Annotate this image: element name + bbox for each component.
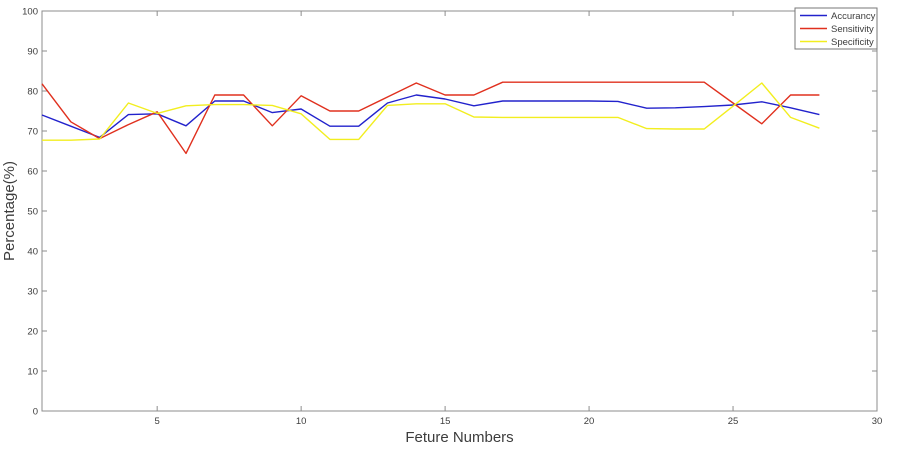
legend-label-accurancy: Accurancy — [831, 11, 876, 22]
y-tick-label: 50 — [27, 207, 38, 218]
legend: Accurancy Sensitivity Specificity — [794, 7, 878, 50]
y-tick-label: 40 — [27, 247, 38, 258]
x-tick-label: 15 — [440, 416, 451, 427]
y-tick-label: 70 — [27, 127, 38, 138]
y-tick-label: 0 — [33, 407, 38, 418]
plot-box — [41, 10, 878, 412]
x-axis-label: Feture Numbers — [405, 429, 513, 446]
x-tick-label: 5 — [155, 416, 160, 427]
y-tick-label: 80 — [27, 87, 38, 98]
legend-label-sensitivity: Sensitivity — [831, 24, 874, 35]
x-tick-label: 20 — [584, 416, 595, 427]
x-tick-label: 30 — [872, 416, 883, 427]
y-tick-label: 100 — [22, 7, 38, 18]
y-tick-label: 10 — [27, 367, 38, 378]
y-tick-label: 60 — [27, 167, 38, 178]
series-line-sensitivity — [41, 81, 820, 155]
y-tick-label: 20 — [27, 327, 38, 338]
series-line-specificity — [42, 82, 820, 141]
series-line-accurancy — [41, 94, 820, 139]
x-tick-label: 10 — [296, 416, 307, 427]
x-tick-label: 25 — [728, 416, 739, 427]
y-tick-label: 30 — [27, 287, 38, 298]
y-axis-label: Percentage(%) — [1, 161, 18, 261]
y-tick-label: 90 — [27, 47, 38, 58]
legend-label-specificity: Specificity — [831, 37, 874, 48]
